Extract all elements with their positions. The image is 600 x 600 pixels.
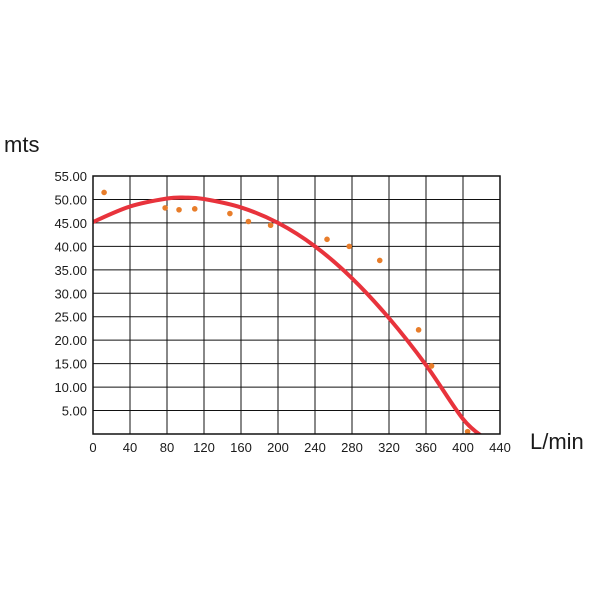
y-tick-label: 25.00 <box>54 310 87 325</box>
y-tick-label: 30.00 <box>54 286 87 301</box>
data-point <box>176 206 182 213</box>
data-point <box>376 257 383 264</box>
x-axis-title: L/min <box>530 429 584 454</box>
x-tick-label: 320 <box>378 440 400 455</box>
x-tick-labels: 0 40 80 120 160 200 240 280 320 360 400 440 <box>89 440 510 455</box>
data-point <box>267 222 274 229</box>
grid <box>93 176 500 434</box>
x-tick-label: 200 <box>267 440 289 455</box>
x-tick-label: 280 <box>341 440 363 455</box>
y-tick-label: 35.00 <box>54 263 87 278</box>
x-tick-label: 0 <box>89 440 96 455</box>
data-point <box>227 210 233 217</box>
fit-curve <box>93 195 483 434</box>
series-layer <box>93 189 483 434</box>
y-tick-label: 40.00 <box>54 239 87 254</box>
data-point <box>191 206 198 212</box>
x-tick-label: 440 <box>489 440 511 455</box>
y-tick-label: 55.00 <box>54 169 87 184</box>
y-axis-title: mts <box>4 132 39 157</box>
x-tick-label: 80 <box>160 440 174 455</box>
y-tick-label: 50.00 <box>54 192 87 207</box>
x-tick-label: 400 <box>452 440 474 455</box>
x-tick-label: 160 <box>230 440 252 455</box>
data-point <box>346 243 353 250</box>
data-point <box>428 363 435 369</box>
data-point <box>245 218 252 225</box>
data-point <box>101 189 107 196</box>
x-tick-label: 240 <box>304 440 326 455</box>
y-tick-label: 20.00 <box>54 333 87 348</box>
y-tick-label: 15.00 <box>54 357 87 372</box>
x-tick-label: 40 <box>123 440 137 455</box>
y-tick-label: 10.00 <box>54 380 87 395</box>
data-point <box>415 327 422 333</box>
x-tick-label: 360 <box>415 440 437 455</box>
data-point <box>464 428 471 434</box>
x-tick-label: 120 <box>193 440 215 455</box>
y-tick-labels: 5.00 10.00 15.00 20.00 25.00 30.00 35.00 40.00 4… <box>54 169 87 419</box>
data-point <box>162 205 168 211</box>
y-tick-label: 5.00 <box>62 404 87 419</box>
y-tick-label: 45.00 <box>54 216 87 231</box>
data-point <box>324 236 330 243</box>
plot-frame <box>92 175 501 435</box>
